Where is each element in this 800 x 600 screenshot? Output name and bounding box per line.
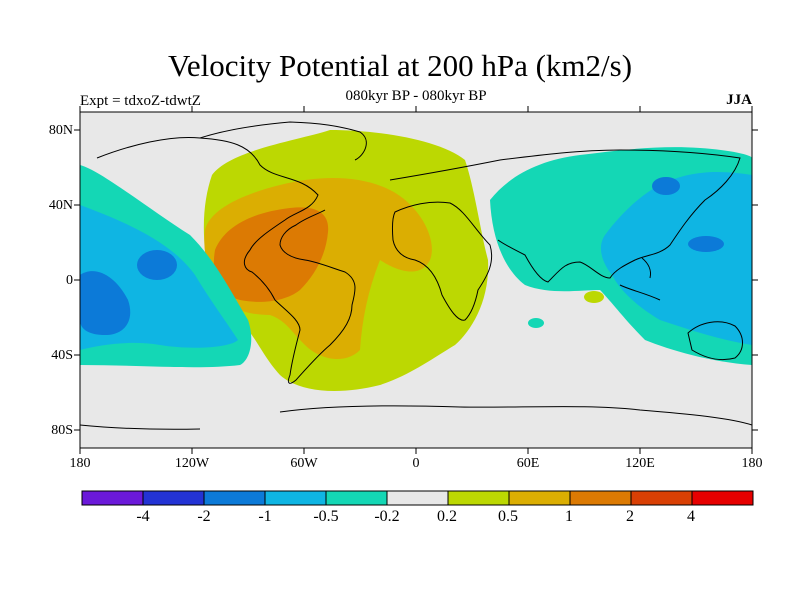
colorbar-swatch (569, 490, 632, 506)
lat-label: 80N (48, 123, 73, 138)
colorbar (81, 490, 754, 506)
region-right-neg-1a (652, 177, 680, 195)
lat-label: 0 (66, 273, 73, 288)
colorbar-swatch (386, 490, 449, 506)
lon-label: 60E (516, 456, 540, 471)
coastlines (80, 121, 752, 430)
colorbar-swatch (508, 490, 571, 506)
lat-label: 40N (48, 198, 73, 213)
colorbar-label: 4 (687, 508, 695, 525)
colorbar-swatch (325, 490, 388, 506)
lon-label: 60W (290, 456, 318, 471)
colorbar-label: -2 (197, 508, 211, 525)
colorbar-label: 1 (565, 508, 573, 525)
colorbar-label: -0.2 (374, 508, 400, 525)
region-left-neg-1a (80, 271, 131, 335)
map-title: Velocity Potential at 200 hPa (km2/s) (167, 48, 633, 83)
lat-label: 80S (51, 423, 73, 438)
colorbar-swatch (142, 490, 205, 506)
map-subtitle: 080kyr BP - 080kyr BP (345, 88, 487, 104)
colorbar-label: -1 (258, 508, 272, 525)
contour-fields (80, 112, 752, 448)
colorbar-label: 0.5 (498, 508, 518, 525)
lon-label: 0 (412, 456, 420, 471)
colorbar-swatch (264, 490, 327, 506)
lon-label: 120W (174, 456, 210, 471)
axis-ticks (74, 106, 758, 454)
lon-label: 120E (625, 456, 655, 471)
region-right-neg-0.5 (600, 172, 752, 345)
colorbar-swatch (691, 490, 754, 506)
region-negative-spot (528, 318, 544, 328)
colorbar-swatch (447, 490, 510, 506)
region-right-neg-1b (688, 236, 724, 252)
colorbar-swatch (203, 490, 266, 506)
lat-label: 40S (51, 348, 73, 363)
colorbar-label: -0.5 (313, 508, 339, 525)
experiment-label: Expt = tdxoZ-tdwtZ (80, 93, 201, 109)
colorbar-label: 2 (626, 508, 634, 525)
region-left-neg-1b (137, 250, 177, 280)
region-1-2 (213, 207, 329, 302)
lon-label: 180 (69, 456, 91, 471)
region-positive-spot (584, 291, 604, 303)
season-label: JJA (726, 92, 752, 108)
colorbar-label: -4 (136, 508, 150, 525)
colorbar-swatch (81, 490, 144, 506)
lon-label: 180 (741, 456, 763, 471)
colorbar-swatch (630, 490, 693, 506)
colorbar-label: 0.2 (437, 508, 457, 525)
